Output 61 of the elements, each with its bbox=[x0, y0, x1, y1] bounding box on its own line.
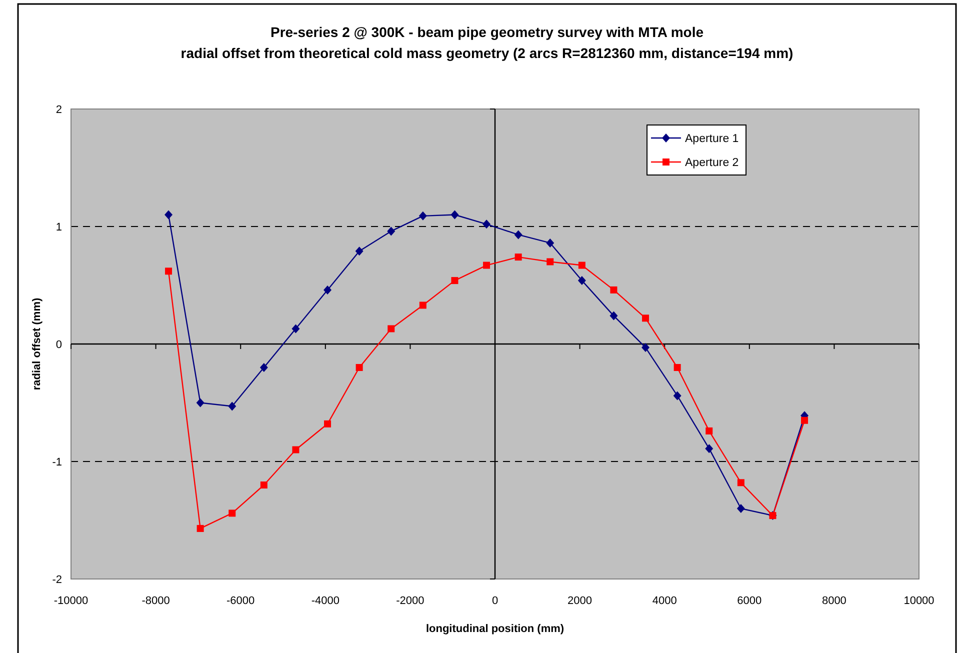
x-tick-label: -4000 bbox=[311, 595, 340, 607]
x-tick-label: 0 bbox=[492, 595, 498, 607]
point bbox=[228, 510, 236, 517]
point bbox=[292, 446, 300, 454]
x-tick-label: 2000 bbox=[568, 595, 592, 607]
point bbox=[324, 285, 332, 294]
x-tick-label: -2000 bbox=[396, 595, 424, 607]
point bbox=[642, 314, 650, 322]
point bbox=[546, 258, 554, 266]
point bbox=[419, 302, 426, 309]
point bbox=[642, 343, 650, 352]
point bbox=[196, 524, 204, 532]
point bbox=[482, 220, 491, 229]
chart-subtitle: radial offset from theoretical cold mass geometry (2 arcs R=2812360 mm, distance=194 mm) bbox=[180, 45, 794, 61]
x-tick-label: 6000 bbox=[737, 595, 762, 607]
point bbox=[450, 210, 459, 220]
point bbox=[578, 276, 586, 286]
point bbox=[164, 210, 173, 220]
point bbox=[514, 230, 522, 240]
y-tick-label: 0 bbox=[56, 339, 62, 351]
point bbox=[483, 262, 490, 269]
point bbox=[737, 479, 744, 486]
point bbox=[418, 211, 427, 220]
legend-label: Aperture 1 bbox=[685, 133, 739, 145]
x-axis-title: longitudinal position (mm) bbox=[426, 623, 564, 635]
point bbox=[292, 324, 300, 334]
x-tick-label: 8000 bbox=[822, 595, 846, 607]
point bbox=[387, 226, 396, 236]
point bbox=[260, 482, 268, 488]
point bbox=[514, 254, 522, 261]
point bbox=[578, 262, 586, 269]
point bbox=[196, 398, 204, 408]
x-tick-label: -10000 bbox=[54, 595, 88, 607]
legend-label: Aperture 2 bbox=[685, 157, 739, 169]
point bbox=[673, 391, 682, 400]
point bbox=[705, 444, 714, 454]
y-axis-title: radial offset (mm) bbox=[31, 298, 43, 390]
point bbox=[324, 420, 332, 428]
point bbox=[610, 311, 618, 320]
point bbox=[451, 277, 458, 284]
point bbox=[610, 286, 618, 294]
point bbox=[356, 364, 363, 371]
point bbox=[736, 504, 745, 513]
point bbox=[355, 246, 364, 256]
point bbox=[228, 402, 236, 411]
point bbox=[801, 416, 808, 424]
y-tick-label: -1 bbox=[52, 456, 62, 468]
x-tick-label: -8000 bbox=[142, 595, 170, 607]
point bbox=[165, 268, 172, 275]
x-tick-label: 4000 bbox=[652, 595, 677, 607]
point bbox=[706, 427, 713, 434]
y-tick-label: -2 bbox=[52, 574, 62, 586]
x-tick-label: -6000 bbox=[226, 595, 255, 607]
x-tick-label: 10000 bbox=[904, 595, 934, 607]
point bbox=[388, 325, 395, 332]
point bbox=[260, 363, 268, 372]
y-tick-label: 1 bbox=[56, 222, 62, 234]
chart-title: Pre-series 2 @ 300K - beam pipe geometry survey with MTA mole bbox=[270, 24, 704, 40]
y-tick-label: 2 bbox=[56, 104, 62, 116]
point bbox=[674, 364, 681, 371]
point bbox=[546, 238, 554, 248]
